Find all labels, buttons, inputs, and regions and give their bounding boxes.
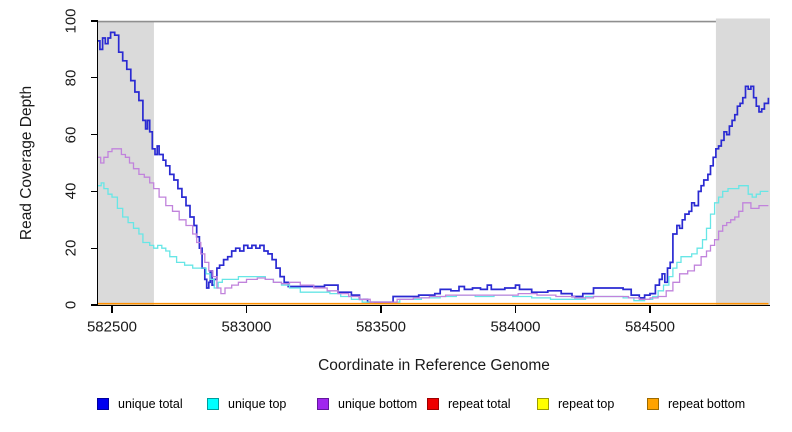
legend-item-repeat-total: repeat total bbox=[427, 397, 511, 411]
y-tick-label: 80 bbox=[62, 69, 80, 87]
y-tick bbox=[91, 247, 98, 249]
y-tick bbox=[91, 20, 98, 22]
legend-swatch-icon bbox=[317, 398, 329, 410]
x-tick bbox=[111, 306, 113, 313]
plot-area bbox=[98, 18, 770, 305]
legend-label: unique total bbox=[118, 397, 183, 411]
x-tick-label: 582500 bbox=[86, 318, 138, 336]
x-tick-label: 583000 bbox=[221, 318, 272, 336]
x-tick bbox=[649, 306, 651, 313]
x-axis-title: Coordinate in Reference Genome bbox=[318, 357, 550, 374]
y-tick-label: 100 bbox=[62, 8, 80, 34]
legend-item-unique-total: unique total bbox=[97, 397, 183, 411]
y-tick bbox=[91, 304, 98, 306]
y-tick-label: 0 bbox=[62, 300, 80, 310]
x-tick bbox=[245, 306, 248, 313]
series-unique-total bbox=[98, 31, 770, 304]
legend-label: repeat top bbox=[558, 397, 615, 411]
legend-label: repeat bottom bbox=[668, 397, 746, 411]
x-tick-label: 584000 bbox=[490, 318, 541, 336]
y-tick-label: 60 bbox=[62, 126, 80, 143]
x-tick bbox=[380, 306, 382, 313]
y-tick bbox=[91, 134, 98, 136]
legend-swatch-icon bbox=[647, 398, 659, 410]
legend-swatch-icon bbox=[97, 398, 109, 410]
legend-swatch-icon bbox=[537, 398, 549, 410]
x-tick-label: 583500 bbox=[355, 318, 407, 336]
y-axis-title: Read Coverage Depth bbox=[18, 85, 35, 241]
y-axis-line bbox=[97, 21, 99, 306]
y-tick-label: 20 bbox=[62, 239, 80, 257]
y-tick bbox=[91, 190, 98, 192]
legend-swatch-icon bbox=[427, 398, 439, 410]
x-axis-line bbox=[98, 305, 770, 307]
shaded-repeat-region bbox=[715, 18, 770, 305]
series-unique-bottom bbox=[98, 148, 769, 303]
legend-item-unique-top: unique top bbox=[207, 397, 286, 411]
y-tick-label: 40 bbox=[62, 183, 80, 200]
legend-label: unique bottom bbox=[338, 397, 418, 411]
legend-item-unique-bottom: unique bottom bbox=[317, 397, 417, 411]
legend-label: unique top bbox=[228, 397, 287, 411]
legend-label: repeat total bbox=[448, 397, 511, 411]
legend-item-repeat-top: repeat top bbox=[537, 397, 614, 411]
y-tick bbox=[91, 77, 98, 79]
x-tick bbox=[514, 306, 517, 313]
legend-swatch-icon bbox=[207, 398, 219, 410]
legend-item-repeat-bottom: repeat bottom bbox=[647, 397, 745, 411]
x-tick-label: 584500 bbox=[624, 318, 676, 336]
